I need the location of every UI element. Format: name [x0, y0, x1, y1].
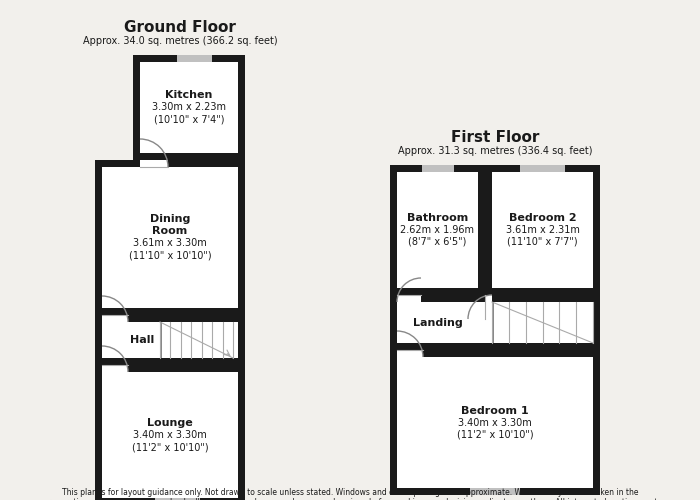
Bar: [102, 322, 238, 358]
Bar: [177, 55, 212, 62]
Bar: [95, 365, 245, 500]
Text: 3.40m x 3.30m: 3.40m x 3.30m: [458, 418, 532, 428]
Bar: [95, 160, 133, 167]
Text: This plan is for layout guidance only. Not drawn to scale unless stated. Windows: This plan is for layout guidance only. N…: [43, 488, 657, 500]
Bar: [390, 295, 600, 350]
Text: Dining: Dining: [150, 214, 190, 224]
Bar: [140, 160, 168, 167]
Bar: [390, 165, 485, 295]
Bar: [102, 315, 128, 322]
Text: (10'10" x 7'4"): (10'10" x 7'4"): [154, 114, 224, 124]
Bar: [492, 302, 593, 343]
Bar: [397, 350, 423, 357]
Text: Approx. 34.0 sq. metres (366.2 sq. feet): Approx. 34.0 sq. metres (366.2 sq. feet): [83, 36, 277, 46]
Text: (11'2" x 10'10"): (11'2" x 10'10"): [132, 442, 209, 452]
Bar: [397, 302, 593, 343]
Text: (11'10" x 10'10"): (11'10" x 10'10"): [129, 250, 211, 260]
Text: Lounge: Lounge: [147, 418, 193, 428]
Text: (11'2" x 10'10"): (11'2" x 10'10"): [456, 430, 533, 440]
Bar: [397, 172, 478, 288]
Bar: [95, 160, 245, 315]
Bar: [470, 488, 520, 495]
Text: Landing: Landing: [412, 318, 463, 328]
Bar: [390, 350, 600, 495]
Bar: [397, 295, 421, 302]
Bar: [421, 165, 454, 172]
Text: 3.40m x 3.30m: 3.40m x 3.30m: [133, 430, 207, 440]
Text: Ground Floor: Ground Floor: [124, 20, 236, 34]
Bar: [140, 62, 238, 153]
Bar: [102, 365, 128, 372]
Bar: [492, 302, 494, 343]
Text: 3.61m x 3.30m: 3.61m x 3.30m: [133, 238, 207, 248]
Text: First Floor: First Floor: [451, 130, 539, 144]
Text: Bathroom: Bathroom: [407, 213, 468, 223]
Bar: [160, 322, 162, 358]
Bar: [102, 167, 238, 308]
Bar: [95, 315, 245, 365]
Bar: [485, 165, 600, 295]
Bar: [160, 322, 233, 358]
Bar: [102, 372, 238, 498]
Text: Hall: Hall: [130, 335, 154, 345]
Text: (8'7" x 6'5"): (8'7" x 6'5"): [408, 237, 467, 247]
Text: 3.30m x 2.23m: 3.30m x 2.23m: [152, 102, 226, 113]
Text: Room: Room: [153, 226, 188, 236]
Text: Approx. 31.3 sq. metres (336.4 sq. feet): Approx. 31.3 sq. metres (336.4 sq. feet): [398, 146, 592, 156]
Text: Bedroom 1: Bedroom 1: [461, 406, 528, 415]
Text: 3.61m x 2.31m: 3.61m x 2.31m: [505, 225, 580, 235]
Bar: [520, 165, 565, 172]
Text: Kitchen: Kitchen: [165, 90, 213, 101]
Bar: [397, 357, 593, 488]
Bar: [133, 55, 245, 160]
Bar: [140, 160, 168, 167]
Bar: [155, 498, 200, 500]
Text: (11'10" x 7'7"): (11'10" x 7'7"): [508, 237, 578, 247]
Text: 2.62m x 1.96m: 2.62m x 1.96m: [400, 225, 475, 235]
Bar: [492, 172, 593, 288]
Bar: [485, 295, 492, 319]
Text: Bedroom 2: Bedroom 2: [509, 213, 576, 223]
